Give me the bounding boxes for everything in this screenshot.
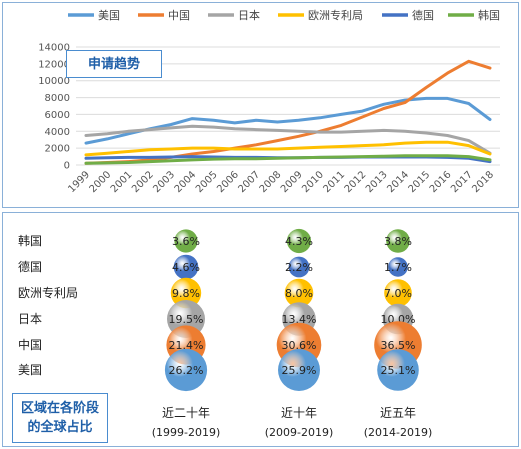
- x-tick-label: 1999: [66, 169, 92, 195]
- x-tick-label: 2003: [151, 169, 177, 195]
- share-bubble: [388, 257, 408, 277]
- x-tick-label: 2006: [215, 169, 241, 195]
- share-value-label: 10.0%: [381, 313, 416, 326]
- x-tick-label: 2009: [279, 169, 305, 195]
- y-tick-label: 14000: [38, 43, 70, 54]
- period-label: 近十年: [281, 406, 317, 420]
- share-value-label: 21.4%: [169, 339, 204, 352]
- share-value-label: 3.8%: [384, 235, 412, 248]
- y-tick-label: 12000: [38, 59, 70, 70]
- share-value-label: 2.2%: [285, 261, 313, 274]
- x-tick-label: 2008: [258, 169, 284, 195]
- series-line-韩国: [84, 154, 492, 165]
- period-label: 近二十年: [162, 406, 210, 420]
- x-tick-label: 2014: [385, 169, 411, 195]
- series-lines: [84, 59, 492, 165]
- region-label-韩国: 韩国: [18, 233, 42, 248]
- share-value-label: 9.8%: [172, 287, 200, 300]
- x-tick-label: 2000: [88, 169, 114, 195]
- period-range: (2014-2019): [364, 426, 433, 439]
- x-tick-label: 2010: [300, 169, 326, 195]
- share-bubble: [377, 349, 419, 391]
- x-tick-label: 2017: [449, 169, 475, 195]
- y-tick-label: 0: [64, 161, 70, 172]
- x-tick-label: 2002: [130, 169, 156, 195]
- x-tick-label: 2013: [364, 169, 390, 195]
- legend-label: 日本: [238, 8, 260, 22]
- share-value-label: 1.7%: [384, 261, 412, 274]
- legend-label: 美国: [98, 9, 120, 22]
- share-bubble: [384, 279, 412, 307]
- share-value-label: 13.4%: [282, 313, 317, 326]
- share-bubble: [170, 277, 202, 309]
- share-bubble: [288, 256, 310, 278]
- share-value-label: 7.0%: [384, 287, 412, 300]
- share-bubble: [164, 348, 208, 392]
- chart-legend: 美国 中国 日本 欧洲专利局 德国 韩国: [68, 8, 500, 22]
- region-label-欧洲专利局: 欧洲专利局: [18, 285, 78, 300]
- share-bubble: [286, 228, 312, 254]
- period-range: (2009-2019): [265, 426, 334, 439]
- legend-label: 中国: [168, 9, 190, 22]
- share-value-label: 36.5%: [381, 339, 416, 352]
- series-line-中国: [84, 59, 492, 165]
- legend-label: 韩国: [478, 8, 500, 22]
- share-value-label: 4.3%: [285, 235, 313, 248]
- period-labels: 近二十年 (1999-2019) 近十年 (2009-2019) 近五年 (2014-20…: [152, 406, 433, 439]
- legend-label: 德国: [412, 8, 434, 22]
- y-tick-label: 4000: [45, 127, 70, 138]
- x-tick-label: 2007: [236, 169, 262, 195]
- share-value-label: 26.2%: [169, 364, 204, 377]
- share-value-label: 3.6%: [172, 235, 200, 248]
- region-label-德国: 德国: [18, 259, 42, 274]
- region-label-美国: 美国: [18, 363, 42, 377]
- share-value-label: 4.6%: [172, 261, 200, 274]
- series-line-日本: [84, 124, 492, 155]
- x-tick-label: 2012: [343, 169, 369, 195]
- share-bubble: [278, 349, 320, 391]
- x-tick-label: 2004: [173, 169, 199, 195]
- share-bubble: [174, 229, 198, 253]
- stage-title-text: 区域在各阶段的全球占比: [21, 401, 100, 435]
- x-tick-label: 2016: [428, 169, 454, 195]
- share-value-label: 19.5%: [169, 313, 204, 326]
- share-value-label: 25.9%: [282, 364, 317, 377]
- share-bubble: [173, 254, 199, 280]
- y-tick-label: 10000: [38, 76, 70, 87]
- x-tick-label: 2015: [407, 169, 433, 195]
- share-bubbles: 3.6% 4.3% 3.8% 4.6% 2.2% 1.7% 9.8% 8.0% 7.0% 19.5…: [164, 228, 422, 392]
- y-tick-label: 8000: [45, 93, 70, 104]
- share-bubble: [386, 229, 410, 253]
- share-bubble: [284, 278, 314, 308]
- y-axis-ticks: 14000 12000 10000 8000 6000 4000 2000 0: [38, 43, 70, 172]
- share-value-label: 25.1%: [381, 364, 416, 377]
- share-value-label: 8.0%: [285, 287, 313, 300]
- stage-title-box: 区域在各阶段的全球占比: [12, 393, 108, 443]
- period-range: (1999-2019): [152, 426, 221, 439]
- trend-chart-panel: [2, 2, 519, 208]
- legend-label: 欧洲专利局: [308, 8, 363, 22]
- x-tick-label: 2001: [109, 169, 135, 195]
- y-tick-label: 2000: [45, 144, 70, 155]
- share-value-label: 30.6%: [282, 339, 317, 352]
- period-label: 近五年: [380, 406, 416, 420]
- series-line-美国: [84, 96, 492, 145]
- x-tick-label: 2011: [322, 169, 348, 195]
- x-tick-label: 2018: [470, 169, 496, 195]
- x-tick-label: 2005: [194, 169, 220, 195]
- series-line-欧洲专利局: [84, 140, 492, 157]
- trend-title-box: 申请趋势: [66, 50, 162, 78]
- y-tick-label: 6000: [45, 110, 70, 121]
- region-label-中国: 中国: [18, 337, 42, 352]
- x-axis-ticks: 1999200020012002200320042005200620072008…: [66, 169, 496, 195]
- region-label-日本: 日本: [18, 312, 42, 326]
